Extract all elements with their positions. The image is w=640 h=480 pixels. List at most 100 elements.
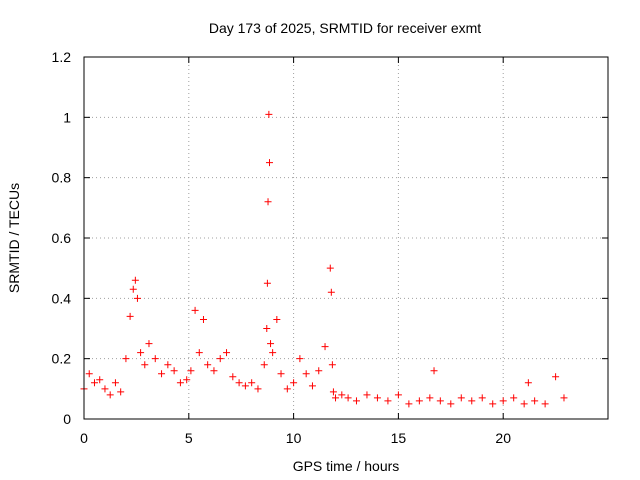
data-point: [90, 379, 98, 387]
data-point: [468, 397, 476, 405]
data-point: [328, 361, 336, 369]
data-point: [265, 159, 273, 167]
data-point: [302, 370, 310, 378]
data-point: [552, 373, 560, 381]
data-point: [229, 373, 237, 381]
data-point: [415, 397, 423, 405]
grid-layer: [84, 57, 608, 419]
data-point: [106, 391, 114, 399]
tick-layer: [83, 56, 608, 420]
data-point: [129, 285, 137, 293]
data-point: [327, 288, 335, 296]
data-point: [96, 376, 104, 384]
data-point: [254, 385, 262, 393]
data-point: [290, 379, 298, 387]
data-point: [269, 349, 277, 357]
data-points: [80, 110, 568, 408]
data-point: [457, 394, 465, 402]
data-point: [158, 370, 166, 378]
data-point: [151, 355, 159, 363]
data-point: [332, 394, 340, 402]
data-point: [260, 361, 268, 369]
data-point: [122, 355, 130, 363]
x-tick-label: 15: [391, 430, 407, 446]
data-point: [405, 400, 413, 408]
data-point: [164, 361, 172, 369]
y-tick-label: 0.2: [52, 351, 72, 367]
data-point: [499, 397, 507, 405]
x-tick-label: 0: [80, 430, 88, 446]
data-point: [241, 382, 249, 390]
data-point: [248, 379, 256, 387]
data-point: [430, 367, 438, 375]
data-point: [204, 361, 212, 369]
data-point: [126, 312, 134, 320]
data-point: [520, 400, 528, 408]
y-axis-label: SRMTID / TECUs: [6, 183, 22, 293]
plot-frame: [83, 56, 609, 420]
data-point: [524, 379, 532, 387]
data-point: [265, 110, 273, 118]
data-point: [187, 367, 195, 375]
data-point: [531, 397, 539, 405]
data-point: [308, 382, 316, 390]
y-tick-label: 0.6: [52, 230, 72, 246]
data-point: [277, 370, 285, 378]
x-tick-label: 5: [185, 430, 193, 446]
data-point: [510, 394, 518, 402]
data-point: [326, 264, 334, 272]
tick-labels: 0 0.2 0.4 0.6 0.8 1 1.2 0 5 10 15 20: [52, 49, 512, 446]
y-tick-label: 0.8: [52, 170, 72, 186]
data-point: [199, 315, 207, 323]
data-point: [141, 361, 149, 369]
data-point: [145, 340, 153, 348]
data-point: [191, 306, 199, 314]
data-point: [133, 294, 141, 302]
data-point: [176, 379, 184, 387]
x-tick-label: 10: [286, 430, 302, 446]
data-point: [235, 379, 243, 387]
y-tick-label: 0: [63, 411, 71, 427]
data-point: [273, 315, 281, 323]
data-point: [101, 385, 109, 393]
data-point: [137, 349, 145, 357]
data-point: [384, 397, 392, 405]
data-point: [394, 391, 402, 399]
data-point: [478, 394, 486, 402]
data-point: [195, 349, 203, 357]
data-point: [283, 385, 291, 393]
data-point: [216, 355, 224, 363]
data-point: [329, 388, 337, 396]
data-point: [296, 355, 304, 363]
data-point: [363, 391, 371, 399]
x-axis-label: GPS time / hours: [293, 458, 400, 474]
data-point: [321, 343, 329, 351]
data-point: [117, 388, 125, 396]
data-point: [344, 394, 352, 402]
y-tick-label: 1.2: [52, 49, 72, 65]
data-point: [131, 276, 139, 284]
data-point: [373, 394, 381, 402]
data-point: [447, 400, 455, 408]
data-point: [111, 379, 119, 387]
data-point: [263, 325, 271, 332]
data-point: [267, 340, 275, 348]
data-point: [436, 397, 444, 405]
data-point: [426, 394, 434, 402]
data-point: [352, 397, 360, 405]
data-point: [170, 367, 178, 375]
y-tick-label: 1: [63, 109, 71, 125]
data-point: [264, 198, 272, 206]
data-point: [85, 370, 93, 378]
data-point: [541, 400, 549, 408]
data-point: [560, 394, 568, 402]
data-point: [489, 400, 497, 408]
chart-title: Day 173 of 2025, SRMTID for receiver exm…: [209, 20, 481, 36]
data-point: [223, 349, 231, 357]
x-tick-label: 20: [495, 430, 511, 446]
data-point: [338, 391, 346, 399]
data-point: [210, 367, 218, 375]
data-point: [183, 376, 191, 384]
data-point: [315, 367, 323, 375]
